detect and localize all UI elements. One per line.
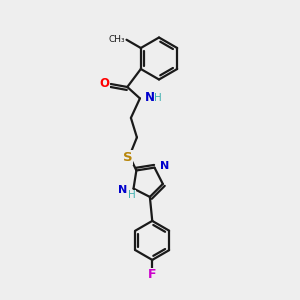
Text: H: H xyxy=(128,190,136,200)
Text: H: H xyxy=(154,93,162,103)
Text: O: O xyxy=(99,77,109,90)
Text: N: N xyxy=(118,185,127,195)
Text: N: N xyxy=(160,161,170,171)
Text: F: F xyxy=(148,268,157,281)
Text: S: S xyxy=(123,151,133,164)
Text: CH₃: CH₃ xyxy=(108,35,125,44)
Text: N: N xyxy=(144,91,154,104)
